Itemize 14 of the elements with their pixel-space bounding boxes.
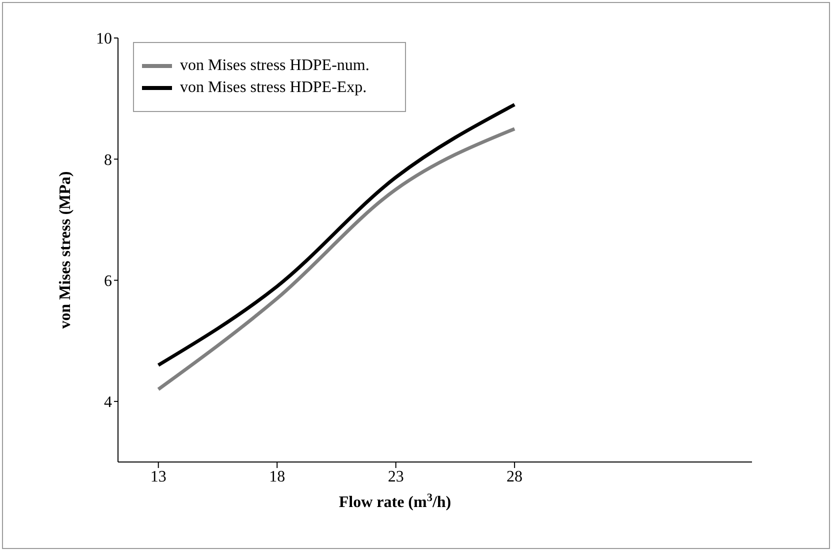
x-tick-label: 23	[388, 468, 404, 486]
line-series	[156, 102, 516, 367]
x-axis-title: Flow rate (m$^{3}$/h)	[338, 492, 452, 511]
legend-label: von Mises stress HDPE-Exp.	[180, 79, 367, 97]
y-tick-label: 10	[96, 30, 112, 48]
x-tick-label: 28	[506, 468, 523, 486]
y-tick-label: 6	[104, 272, 112, 290]
x-tick-label: 13	[150, 468, 166, 486]
y-tick-label: 4	[104, 394, 112, 412]
x-tick-label: 18	[269, 468, 286, 486]
line-series	[156, 127, 516, 392]
y-tick-label: 8	[104, 152, 112, 169]
legend-label: von Mises stress HDPE-num.	[180, 57, 370, 75]
y-axis-title: von Mises stress (MPa)	[57, 171, 74, 329]
